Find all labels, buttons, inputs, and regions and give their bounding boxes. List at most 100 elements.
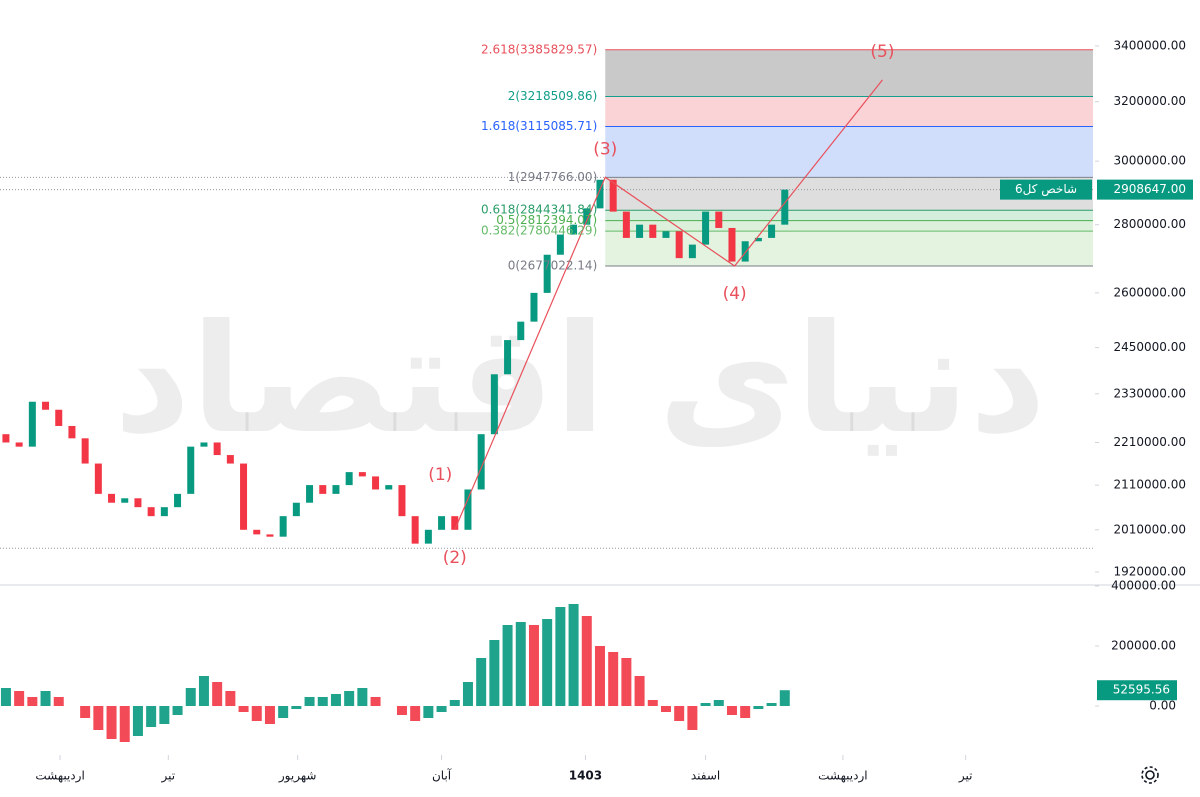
- osc-bar: [608, 652, 619, 706]
- candle: [675, 231, 683, 259]
- candle: [319, 485, 327, 494]
- candle: [781, 189, 789, 225]
- fib-label: 1(2947766.00): [508, 170, 598, 184]
- osc-bar: [212, 682, 223, 706]
- candle: [662, 231, 670, 238]
- osc-bar: [344, 691, 355, 706]
- y-tick-label: 3000000.00: [1113, 154, 1186, 168]
- candle: [345, 472, 353, 486]
- osc-badge: [1097, 680, 1177, 701]
- osc-bar: [53, 697, 64, 706]
- candle: [213, 442, 221, 456]
- osc-bar: [278, 706, 289, 718]
- osc-bar: [779, 690, 790, 706]
- x-tick-label: آبان: [432, 768, 452, 783]
- y-tick-label: 2010000.00: [1113, 522, 1186, 536]
- fib-label: 2.618(3385829.57): [481, 42, 597, 56]
- candle: [583, 208, 591, 225]
- wave-label: (5): [870, 42, 894, 62]
- fib-band: [605, 220, 1093, 232]
- fib-band: [605, 210, 1093, 221]
- y-tick-label: 2210000.00: [1113, 435, 1186, 449]
- candle: [477, 434, 485, 490]
- wave-label: (3): [593, 139, 617, 159]
- osc-bar: [198, 676, 209, 706]
- candle: [372, 476, 380, 490]
- candle: [332, 485, 340, 494]
- osc-bar: [528, 625, 539, 706]
- osc-bar: [330, 694, 341, 706]
- y-tick-label: 2110000.00: [1113, 478, 1186, 492]
- osc-bar: [621, 658, 632, 706]
- osc-tick-label: 400000.00: [1111, 579, 1176, 593]
- candle: [702, 211, 710, 245]
- osc-bar: [581, 616, 592, 706]
- fib-label: 0.618(2844341.84): [481, 203, 597, 217]
- osc-bar: [357, 688, 368, 706]
- candle: [754, 237, 762, 242]
- osc-bar: [93, 706, 104, 730]
- candle: [292, 502, 300, 517]
- osc-bar: [14, 691, 25, 706]
- price-badge-label: 2908647.00: [1113, 182, 1186, 196]
- osc-bar: [726, 706, 737, 715]
- x-tick-label: تیر: [161, 769, 176, 784]
- settings-icon[interactable]: [1141, 766, 1159, 784]
- osc-bar: [396, 706, 407, 715]
- candle: [266, 534, 274, 537]
- osc-bar: [489, 640, 500, 706]
- candle: [15, 442, 23, 447]
- osc-bar: [462, 682, 473, 706]
- osc-bar: [766, 703, 777, 706]
- osc-bar: [436, 706, 447, 712]
- osc-bar: [660, 706, 671, 712]
- candle: [768, 224, 776, 238]
- candle: [715, 211, 723, 228]
- candle: [596, 179, 604, 209]
- candle: [385, 485, 393, 490]
- osc-bar: [159, 706, 170, 724]
- candle: [42, 401, 50, 410]
- candle: [424, 529, 432, 544]
- y-tick-label: 2330000.00: [1113, 386, 1186, 400]
- osc-bar: [304, 697, 315, 706]
- candle: [279, 516, 287, 537]
- osc-bar: [555, 607, 566, 706]
- osc-bar: [27, 697, 38, 706]
- osc-bar: [185, 688, 196, 706]
- fib-band: [605, 49, 1093, 97]
- osc-bar: [80, 706, 91, 718]
- osc-bar: [542, 619, 553, 706]
- fib-label: 0.382(2780446.29): [481, 224, 597, 238]
- osc-bar: [317, 697, 328, 706]
- y-tick-label: 2600000.00: [1113, 285, 1186, 299]
- osc-tick-label: 200000.00: [1111, 639, 1176, 653]
- candle: [68, 425, 76, 439]
- osc-bar: [713, 700, 724, 706]
- osc-bar: [40, 691, 51, 706]
- candle: [728, 227, 736, 262]
- candle: [741, 241, 749, 262]
- osc-badge-label: 52595.56: [1113, 683, 1170, 697]
- candle: [358, 472, 366, 477]
- candle: [570, 224, 578, 235]
- osc-bar: [0, 688, 11, 706]
- candle: [411, 516, 419, 544]
- candle: [121, 498, 129, 503]
- candle: [649, 224, 657, 238]
- candle: [517, 321, 525, 341]
- x-tick-label: اسفند: [691, 769, 720, 783]
- candle: [240, 463, 248, 530]
- wave-line: [454, 79, 883, 531]
- candle: [464, 489, 472, 530]
- candle: [622, 211, 630, 238]
- candle: [200, 442, 208, 447]
- osc-bar: [172, 706, 183, 715]
- candle: [28, 401, 36, 447]
- fib-label: 0.5(2812394.07): [496, 213, 597, 227]
- candle: [688, 244, 696, 259]
- osc-bar: [634, 676, 645, 706]
- candle: [253, 529, 261, 535]
- osc-bar: [291, 706, 302, 709]
